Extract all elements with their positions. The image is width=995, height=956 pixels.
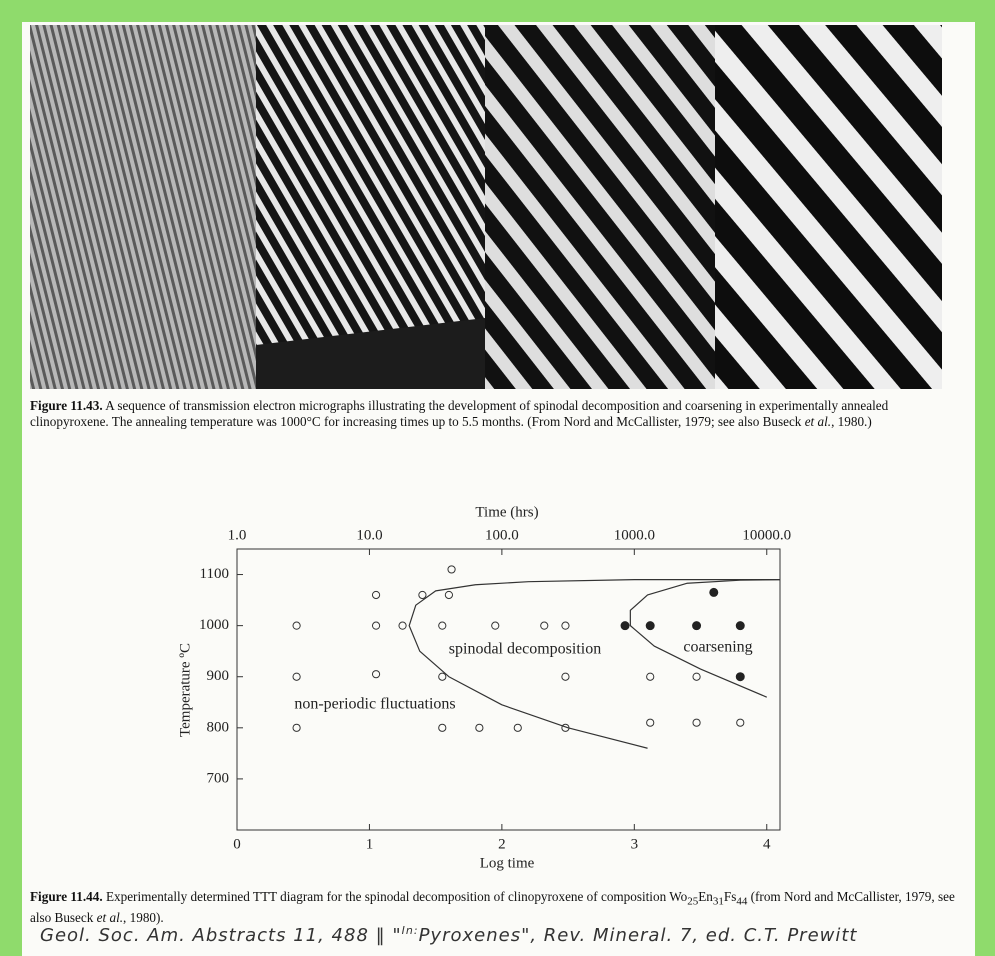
data-point [562, 622, 569, 629]
data-point [646, 622, 654, 630]
top-tick-label: 100.0 [485, 527, 519, 543]
data-point [293, 724, 300, 731]
note-superscript: In: [402, 924, 419, 937]
plot-frame [237, 549, 780, 830]
data-point [514, 724, 521, 731]
data-point [372, 591, 379, 598]
data-point [399, 622, 406, 629]
note-text: Geol. Soc. Am. Abstracts 11, 488 ‖ " [40, 925, 402, 946]
region-label: coarsening [683, 639, 752, 656]
x-axis-title: Log time [480, 855, 535, 871]
micrograph [485, 25, 715, 389]
top-tick-label: 1.0 [228, 527, 247, 543]
note-text: Pyroxenes", Rev. Mineral. 7, ed. C.T. Pr… [419, 925, 858, 946]
data-point [710, 588, 718, 596]
phase-boundary [409, 580, 780, 749]
data-point [448, 566, 455, 573]
data-point [693, 719, 700, 726]
page: Time (hrs) Log time Temperature ºC 0 1 2 3 4… [0, 0, 995, 956]
data-point [476, 724, 483, 731]
data-point [621, 622, 629, 630]
figures: Time (hrs) Log time Temperature ºC 0 1 2 3 4… [0, 0, 995, 956]
top-tick-label: 10.0 [356, 527, 382, 543]
y-tick-label: 900 [207, 668, 230, 684]
caption-label: Figure 11.43. [30, 398, 103, 413]
caption-text: En [698, 889, 713, 904]
data-point [693, 673, 700, 680]
data-point [541, 622, 548, 629]
top-tick-label: 1000.0 [614, 527, 655, 543]
y-axis-title: Temperature ºC [177, 643, 193, 737]
figure-11-43-caption: Figure 11.43. A sequence of transmission… [30, 398, 970, 430]
data-point [293, 622, 300, 629]
data-point [736, 673, 744, 681]
data-point [693, 622, 701, 630]
x-tick-label: 4 [763, 836, 771, 852]
caption-italic: et al. [97, 910, 123, 925]
ttt-chart: Time (hrs) Log time Temperature ºC 0 1 2 3 4… [177, 504, 791, 871]
x-tick-label: 3 [631, 836, 639, 852]
data-point [445, 591, 452, 598]
subscript: 44 [736, 896, 747, 908]
top-axis-title: Time (hrs) [475, 504, 538, 520]
y-tick-label: 1100 [200, 566, 229, 582]
micrograph [715, 25, 942, 389]
caption-text: Experimentally determined TTT diagram fo… [106, 889, 687, 904]
caption-text: Fs [724, 889, 736, 904]
x-tick-label: 1 [366, 836, 374, 852]
caption-text: , 1980). [123, 910, 164, 925]
data-point [562, 673, 569, 680]
caption-text: A sequence of transmission electron micr… [30, 398, 888, 429]
figure-11-44-caption: Figure 11.44. Experimentally determined … [30, 889, 970, 926]
x-tick-label: 0 [233, 836, 241, 852]
data-point [419, 591, 426, 598]
y-tick-label: 700 [207, 770, 230, 786]
top-tick-label: 10000.0 [742, 527, 791, 543]
data-point [372, 671, 379, 678]
handwritten-note: Geol. Soc. Am. Abstracts 11, 488 ‖ "In:P… [40, 924, 858, 946]
y-tick-label: 1000 [199, 617, 229, 633]
micrographs [30, 25, 942, 389]
caption-italic: et al. [805, 414, 831, 429]
data-point [439, 622, 446, 629]
caption-label: Figure 11.44. [30, 889, 103, 904]
data-point [439, 673, 446, 680]
region-label: spinodal decomposition [449, 641, 601, 658]
x-tick-label: 2 [498, 836, 506, 852]
data-point [492, 622, 499, 629]
data-point [439, 724, 446, 731]
caption-text: , 1980.) [831, 414, 872, 429]
data-point [737, 719, 744, 726]
region-label: non-periodic fluctuations [294, 696, 455, 713]
data-point [647, 719, 654, 726]
data-point [293, 673, 300, 680]
data-point [647, 673, 654, 680]
subscript: 31 [713, 896, 724, 908]
data-point [372, 622, 379, 629]
y-tick-label: 800 [207, 719, 230, 735]
subscript: 25 [687, 896, 698, 908]
micrograph [30, 25, 256, 389]
data-point [736, 622, 744, 630]
